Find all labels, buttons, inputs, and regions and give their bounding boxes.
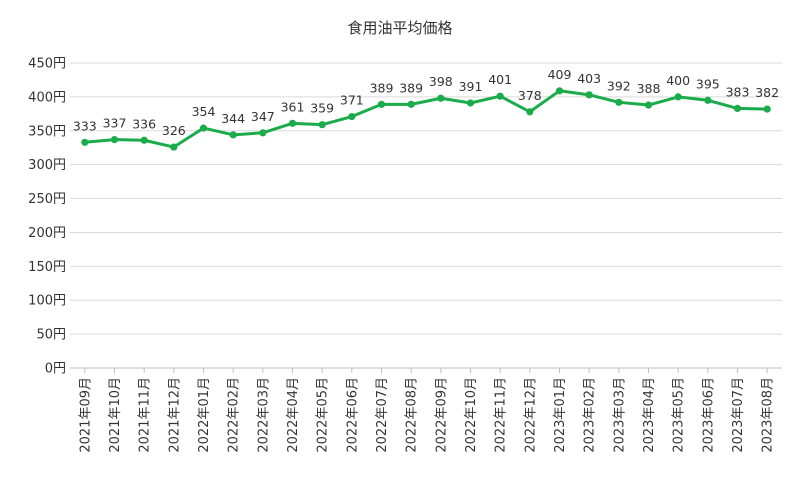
y-tick-label: 200円 [28, 226, 66, 241]
data-point [259, 129, 267, 137]
data-label: 333 [73, 118, 97, 133]
x-tick-label: 2022年08月 [405, 377, 420, 453]
x-tick-label: 2022年05月 [316, 377, 331, 453]
x-tick-label: 2022年04月 [286, 377, 301, 453]
data-point [140, 136, 148, 144]
x-tick-label: 2022年06月 [345, 377, 360, 453]
data-label: 398 [429, 74, 453, 89]
data-point [170, 143, 178, 151]
data-label: 378 [518, 88, 542, 103]
data-point [704, 96, 712, 104]
x-axis-ticks: 2021年09月 2021年10月 2021年11月 2021年12月 2022年01月… [78, 368, 776, 453]
x-tick-label: 2022年03月 [256, 377, 271, 453]
x-tick-label: 2022年11月 [494, 377, 509, 453]
x-tick-label: 2022年09月 [434, 377, 449, 453]
data-label: 389 [370, 80, 394, 95]
x-tick-label: 2023年03月 [612, 377, 627, 453]
data-labels: 333 337 336 326 354 344 347 361 359 371 389 389 398 3… [73, 67, 779, 138]
y-tick-label: 0円 [45, 362, 66, 377]
x-tick-label: 2021年11月 [138, 377, 153, 453]
x-tick-label: 2021年10月 [108, 377, 123, 453]
data-label: 388 [637, 81, 661, 96]
x-tick-label: 2023年06月 [701, 377, 716, 453]
data-label: 336 [132, 116, 156, 131]
data-point [466, 99, 475, 107]
y-tick-label: 250円 [28, 192, 66, 207]
data-label: 392 [607, 78, 631, 93]
data-point [288, 119, 297, 127]
data-label: 326 [162, 123, 186, 138]
x-tick-label: 2022年02月 [227, 377, 242, 453]
data-point [437, 94, 445, 102]
data-point [615, 98, 623, 106]
data-label: 337 [103, 116, 127, 131]
y-tick-label: 50円 [36, 328, 66, 343]
data-point [674, 93, 682, 101]
data-label: 354 [192, 104, 216, 119]
data-label: 347 [251, 109, 275, 124]
x-tick-label: 2023年08月 [761, 377, 776, 453]
y-tick-label: 350円 [28, 124, 66, 139]
y-tick-label: 150円 [28, 260, 66, 275]
x-tick-label: 2023年05月 [672, 377, 687, 453]
data-point [377, 100, 386, 108]
data-label: 344 [221, 111, 245, 126]
y-axis-ticks: 0円 50円 100円 150円 200円 250円 300円 350円 400円 450円 [28, 57, 66, 377]
data-label: 382 [755, 85, 779, 100]
x-tick-label: 2022年07月 [375, 377, 390, 453]
x-tick-label: 2023年02月 [583, 377, 598, 453]
data-label: 371 [340, 93, 364, 108]
data-point [199, 124, 208, 132]
data-label: 395 [696, 76, 720, 91]
data-label: 391 [459, 79, 483, 94]
data-point [555, 87, 564, 95]
x-tick-label: 2021年09月 [78, 377, 93, 453]
data-point [733, 104, 742, 113]
data-point [110, 135, 119, 144]
data-label: 361 [281, 99, 305, 114]
data-label: 389 [399, 80, 423, 95]
x-tick-label: 2023年01月 [553, 377, 568, 453]
data-point [81, 138, 89, 146]
data-point [585, 91, 593, 99]
y-tick-label: 450円 [28, 57, 66, 72]
y-tick-label: 400円 [28, 90, 66, 105]
data-point [496, 92, 504, 100]
data-point [644, 101, 653, 109]
data-point [318, 121, 326, 129]
data-point [763, 105, 771, 113]
data-point [348, 112, 356, 121]
x-tick-label: 2022年01月 [197, 377, 212, 453]
data-point [407, 100, 415, 108]
x-tick-label: 2023年04月 [642, 377, 657, 453]
y-tick-label: 100円 [28, 294, 66, 309]
data-label: 383 [726, 84, 750, 99]
x-tick-label: 2022年12月 [523, 377, 538, 453]
y-tick-label: 300円 [28, 158, 66, 173]
data-point [526, 108, 534, 116]
chart-title: 食用油平均価格 [347, 19, 452, 37]
data-label: 409 [548, 67, 572, 82]
series-line [83, 89, 769, 149]
grid [70, 62, 782, 369]
data-label: 400 [666, 73, 690, 88]
x-tick-label: 2022年10月 [464, 377, 479, 453]
x-tick-label: 2023年07月 [731, 377, 746, 453]
data-label: 403 [577, 71, 601, 86]
series [81, 87, 771, 151]
data-label: 401 [488, 72, 512, 87]
data-label: 359 [310, 101, 334, 116]
x-tick-label: 2021年12月 [167, 377, 182, 453]
data-point [229, 131, 237, 139]
